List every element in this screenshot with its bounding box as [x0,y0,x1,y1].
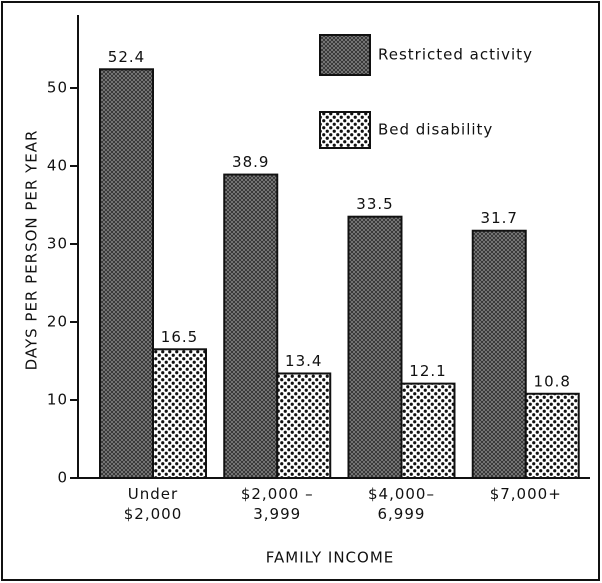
legend-label: Restricted activity [378,46,533,64]
value-label: 10.8 [534,372,571,390]
x-tick-label: $7,000+ [489,485,562,503]
value-label: 38.9 [232,153,269,171]
x-axis-label: FAMILY INCOME [266,549,395,567]
bar [524,392,580,480]
legend-swatch [319,34,371,76]
value-label: 16.5 [161,328,198,346]
x-tick-label: $4,000– 6,999 [367,485,435,523]
bar [471,229,527,479]
y-tick-label: 20 [47,313,68,331]
bar [152,348,207,479]
bar [347,215,403,479]
value-label: 12.1 [409,362,446,380]
y-axis-label: DAYS PER PERSON PER YEAR [23,130,41,371]
value-label: 31.7 [481,209,518,227]
value-label: 52.4 [108,48,145,66]
y-tick-label: 0 [57,469,68,487]
y-tick-label: 40 [47,157,68,175]
legend-swatch [319,111,371,149]
y-tick-label: 10 [47,391,68,409]
bar [223,173,279,480]
bar [99,68,154,479]
value-label: 13.4 [285,352,322,370]
bar [276,372,332,480]
x-tick-label: Under $2,000 [123,485,183,523]
y-tick-label: 50 [47,79,68,97]
bar [400,382,456,479]
x-tick-label: $2,000 – 3,999 [240,485,314,523]
legend-label: Bed disability [378,121,493,139]
value-label: 33.5 [356,195,393,213]
y-tick-label: 30 [47,235,68,253]
